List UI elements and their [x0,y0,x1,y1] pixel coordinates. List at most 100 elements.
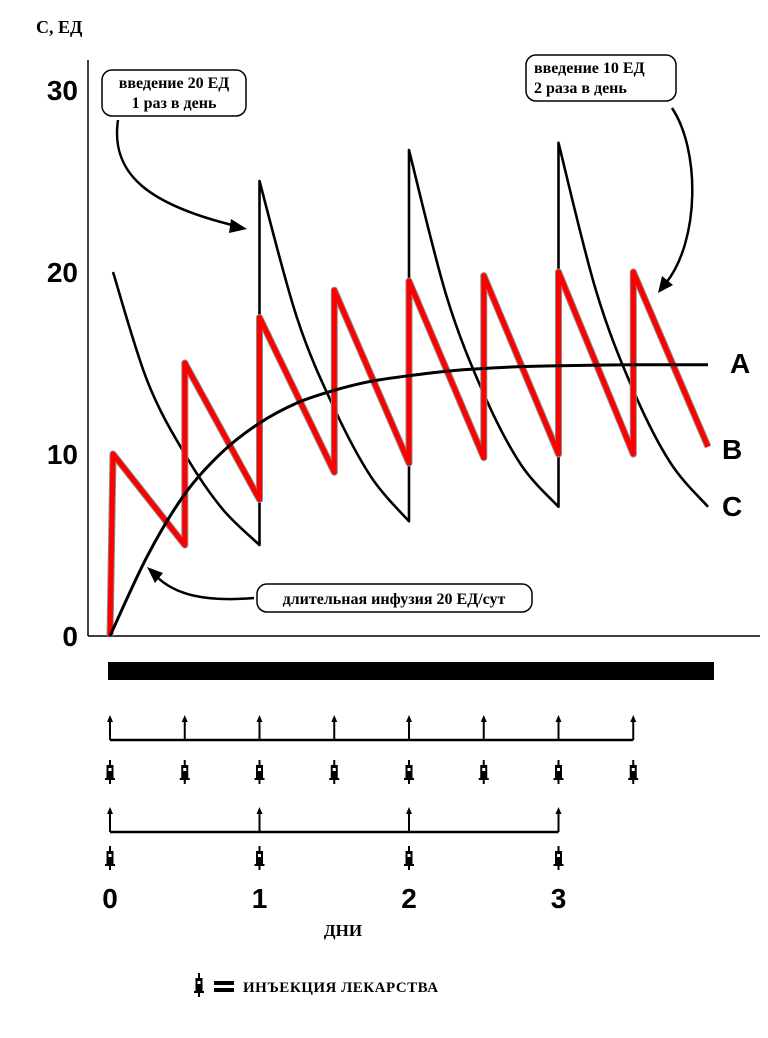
annotation-arrow [155,575,255,601]
syringe-icon [105,846,115,870]
syringe-plunger [632,780,635,784]
x-tick-label: 0 [102,883,118,914]
syringe-icon [179,760,190,784]
dose-arrowhead [181,715,188,722]
syringe-icon [553,846,564,870]
syringe-window [557,854,560,857]
syringe-needle [109,760,111,765]
series-a-line [108,363,709,637]
syringe-barrel [195,978,203,991]
syringe-plunger [408,780,410,784]
syringe-window [407,854,411,857]
series-layer [106,141,712,637]
y-tick-label-30: 30 [47,75,78,106]
dose-arrowhead [555,715,562,722]
syringe-icon [553,760,564,784]
syringe-barrel [106,851,114,864]
annotation-text: длительная инфузия 20 ЕД/сут [283,591,506,608]
dose-arrowhead [406,715,412,722]
infusion-bar [108,662,714,680]
syringe-flange [105,778,115,780]
annotation-once-daily: введение 20 ЕД 1 раз в день [101,69,247,233]
syringe-window [482,768,486,771]
legend: ИНЪЕКЦИЯ ЛЕКАРСТВА [194,973,439,997]
annotation-line-1: введение 10 ЕД [534,60,645,77]
syringe-icon [404,760,414,784]
syringe-flange [105,864,115,866]
annotation-box [256,583,533,613]
syringe-needle [557,760,560,765]
syringe-plunger [183,780,186,784]
syringe-icon [404,846,414,870]
x-tick-labels: 0 1 2 3 [102,883,566,914]
syringe-plunger [557,780,560,784]
syringe-flange [404,864,414,866]
syringe-needle [557,846,560,851]
syringe-needle [183,760,186,765]
syringe-barrel [106,765,114,778]
syringe-plunger [109,780,111,784]
series-label-a: A [730,348,750,379]
y-tick-label-0: 0 [62,621,78,652]
syringe-window [183,768,187,771]
syringe-needle [632,760,635,765]
syringe-window [332,768,336,771]
syringe-window [557,768,560,771]
syringe-flange [254,778,265,780]
syringe-window [258,768,261,771]
syringe-icon [329,760,340,784]
syringe-barrel [405,851,413,864]
syringe-flange [553,778,564,780]
legend-text: ИНЪЕКЦИЯ ЛЕКАРСТВА [243,980,439,996]
syringe-needle [408,760,410,765]
syringe-plunger [408,866,410,870]
dose-arrowhead [630,715,637,722]
syringe-icon [254,760,265,784]
dose-arrowhead [256,715,263,722]
syringe-barrel [256,851,263,864]
syringe-plunger [258,780,261,784]
syringe-barrel [330,765,338,778]
syringe-barrel [555,765,562,778]
annotation-line-2: 1 раз в день [132,95,217,112]
dose-arrowhead [256,807,263,814]
syringe-flange [478,778,489,780]
syringe-window [108,768,112,771]
annotation-line-1: введение 20 ЕД [119,75,230,92]
x-tick-label: 3 [551,883,567,914]
syringe-plunger [557,866,560,870]
equals-sign-bottom [214,988,234,992]
dose-arrowhead [107,807,113,814]
series-c-line [111,141,709,547]
annotation-box [525,54,677,102]
y-tick-label-20: 20 [47,257,78,288]
x-tick-label: 1 [252,883,268,914]
injection-schedule-once-daily [105,807,564,870]
dose-arrowhead [555,807,562,814]
syringe-icon [194,973,204,997]
syringe-needle [333,760,336,765]
series-label-b: B [722,434,742,465]
syringe-needle [258,760,261,765]
x-tick-label: 2 [401,883,417,914]
syringe-icon [254,846,265,870]
arrow-head [229,219,247,233]
syringe-barrel [480,765,488,778]
syringe-barrel [555,851,562,864]
dose-arrowhead [480,715,487,722]
syringe-flange [404,778,414,780]
syringe-plunger [333,780,336,784]
syringe-icon [194,973,204,997]
syringe-window [407,768,411,771]
syringe-plunger [258,866,261,870]
syringe-plunger [109,866,111,870]
injection-schedule-twice-daily [105,715,639,784]
x-axis-label: ДНИ [324,921,362,940]
annotation-twice-daily: введение 10 ЕД 2 раза в день [525,54,694,293]
syringe-window [108,854,112,857]
series-label-c: C [722,491,742,522]
y-axis-label: С, ЕД [36,17,83,37]
syringe-flange [553,864,564,866]
annotation-line-2: 2 раза в день [534,80,627,97]
syringe-needle [482,760,485,765]
